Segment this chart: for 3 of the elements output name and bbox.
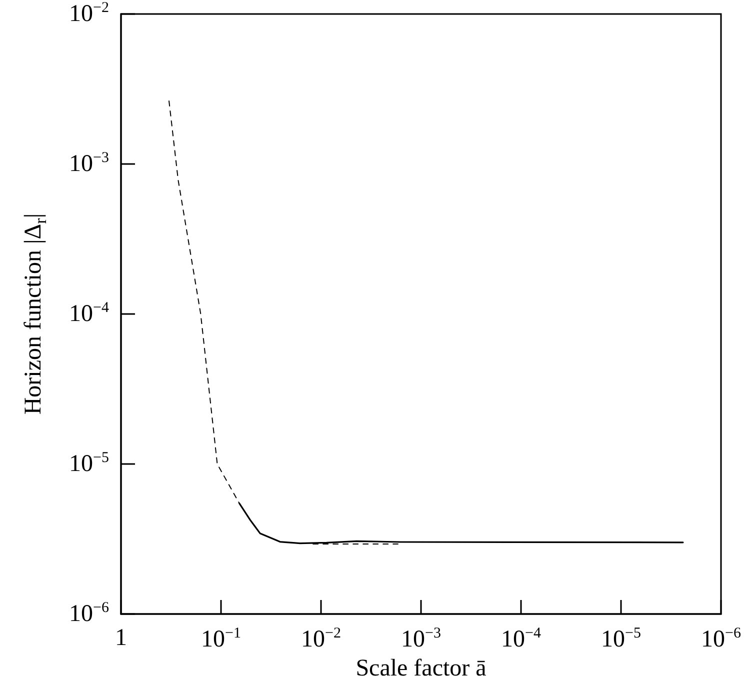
y-axis-title: Horizon function |Δr|	[20, 213, 50, 415]
x-tick-label: 1	[115, 625, 127, 651]
x-axis-title: Scale factor ā	[356, 655, 487, 682]
